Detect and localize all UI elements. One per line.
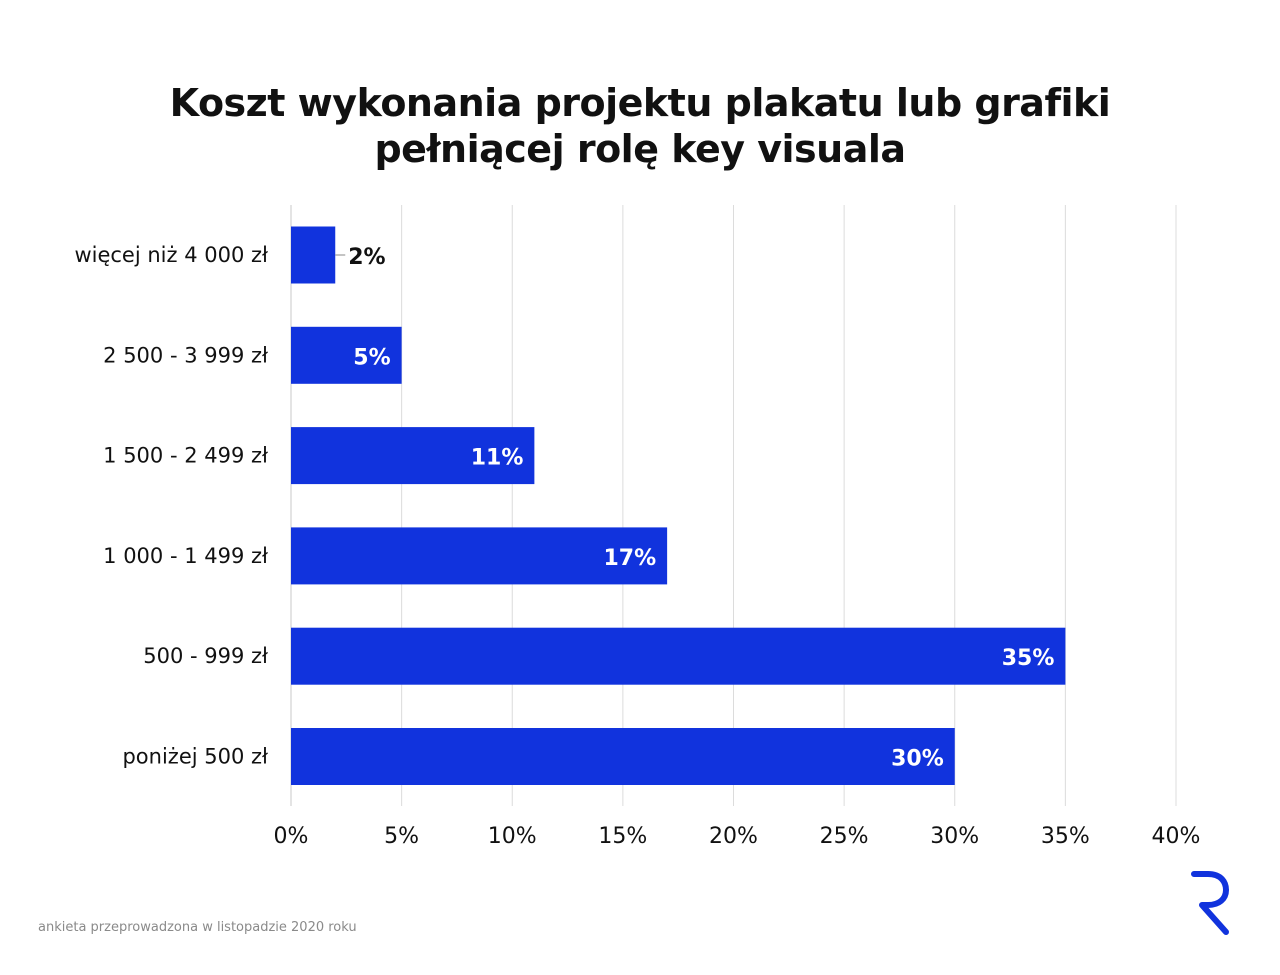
data-label: 17% [603,546,656,571]
x-tick-label: 35% [1041,824,1090,849]
footnote: ankieta przeprowadzona w listopadzie 202… [38,920,357,935]
x-tick-label: 20% [709,824,758,849]
bar-1 [291,326,402,384]
chart-title-line-1: Koszt wykonania projektu plakatu lub gra… [169,81,1111,125]
x-tick-label: 15% [598,824,647,849]
chart-title: Koszt wykonania projektu plakatu lub gra… [0,80,1280,172]
x-tick-label: 40% [1152,824,1201,849]
x-tick-label: 5% [384,824,419,849]
x-tick-label: 10% [488,824,537,849]
category-label: 1 500 - 2 499 zł [103,444,268,468]
r-logo-icon [1191,871,1229,935]
category-label: 500 - 999 zł [143,644,268,668]
bar-5 [291,728,955,785]
bar-0 [291,226,336,284]
data-label: 5% [353,345,390,370]
x-tick-label: 30% [930,824,979,849]
data-label: 30% [891,747,944,772]
category-label: więcej niż 4 000 zł [74,243,268,267]
bar-3 [291,527,668,585]
category-label: 2 500 - 3 999 zł [103,343,268,367]
x-tick-label: 0% [274,824,309,849]
category-label: poniżej 500 zł [122,745,268,769]
x-tick-label: 25% [820,824,869,849]
chart-title-line-2: pełniącej rolę key visuala [374,127,906,171]
bar-4 [291,627,1066,685]
bar-2 [291,427,535,485]
data-label: 11% [471,446,524,471]
category-label: 1 000 - 1 499 zł [103,544,268,568]
data-label: 35% [1002,646,1055,671]
data-label: 2% [348,245,385,270]
